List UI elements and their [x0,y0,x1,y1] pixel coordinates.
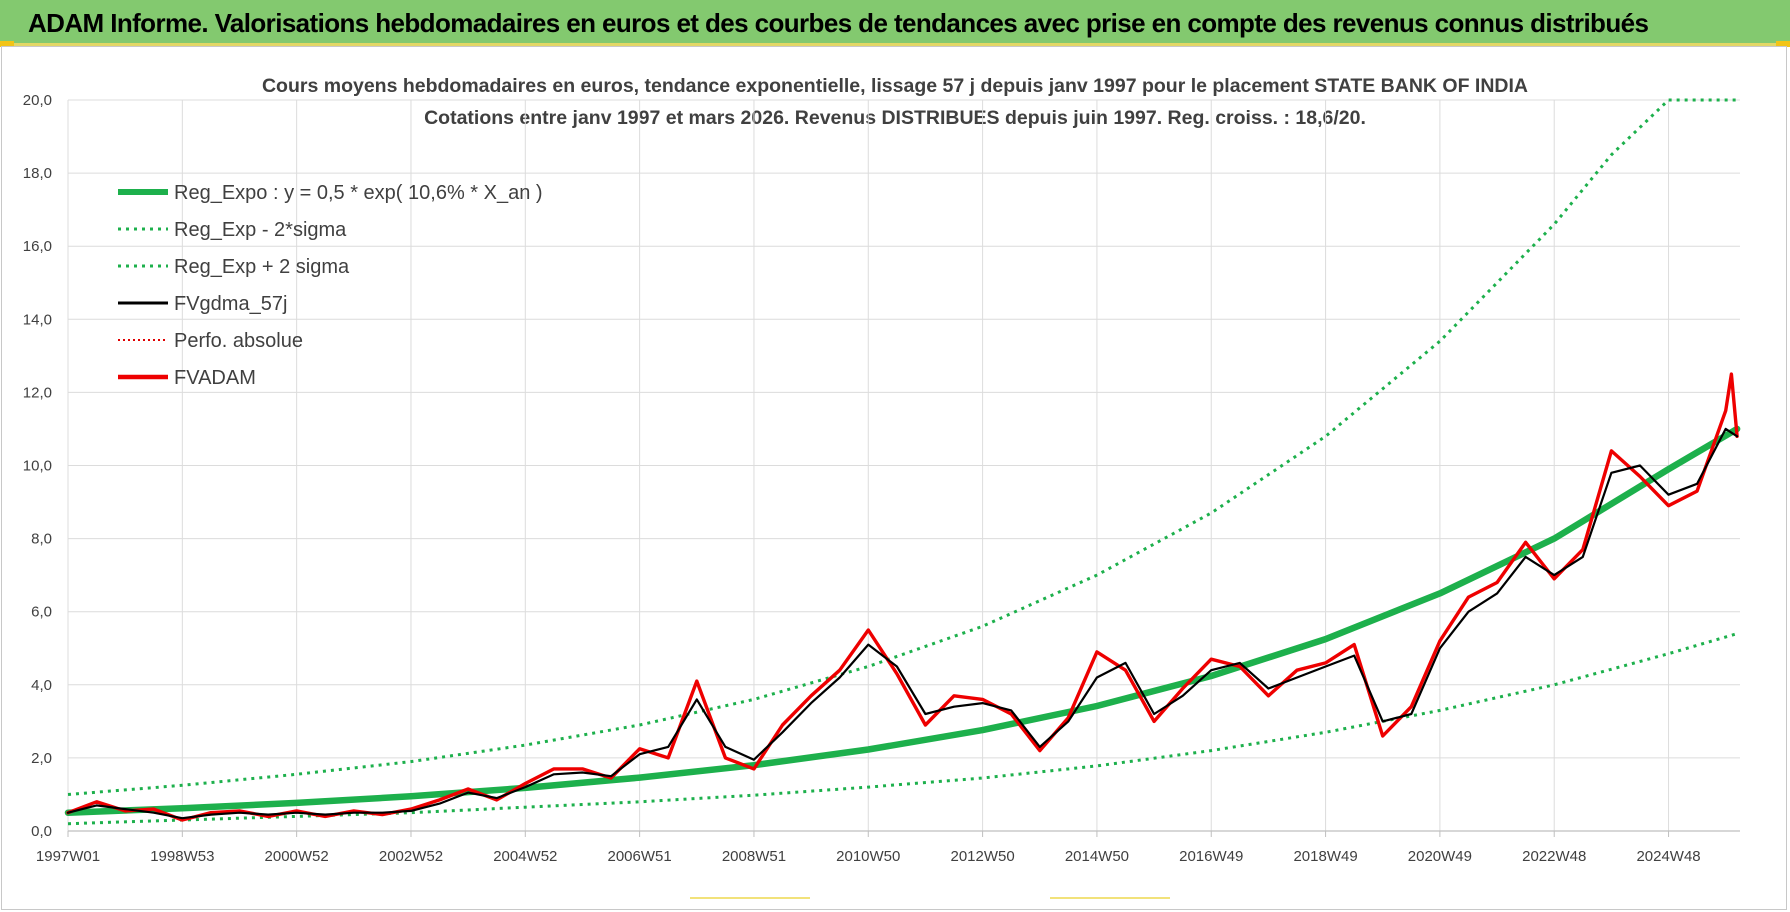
bottom-decoration-right [1050,897,1170,899]
x-tick-label: 2008W51 [722,848,786,865]
bottom-decoration-left [690,897,810,899]
grid [67,99,1740,831]
chart-frame [1,46,1787,910]
y-tick-label: 16,0 [23,238,52,255]
legend-label-fvadam: FVADAM [174,367,256,389]
series-line-reg-exp-2-sigma [67,632,1738,826]
x-tick-label: 2000W52 [265,848,329,865]
x-axis-ticks: 1997W01 1998W53 2000W52 2002W52 2004W52 2006W… [36,831,1701,865]
x-tick-label: 2018W49 [1293,848,1357,865]
corner-mark-left [0,41,14,47]
x-tick-label: 2022W48 [1522,848,1586,865]
series-layer [64,98,1741,826]
y-tick-label: 8,0 [31,531,52,548]
legend-label-fvgdma: FVgdma_57j [174,293,287,315]
x-tick-label: 2024W48 [1636,848,1700,865]
chart-subtitle: Cotations entre janv 1997 et mars 2026. … [424,107,1366,129]
legend-label-reg_expo: Reg_Expo : y = 0,5 * exp( 10,6% * X_an ) [174,182,543,204]
x-tick-label: 2006W51 [608,848,672,865]
series-line-fvadam [66,372,1739,822]
series-line-reg-expo [64,425,1741,816]
chart-title: Cours moyens hebdomadaires en euros, ten… [262,75,1528,97]
legend: Reg_Expo : y = 0,5 * exp( 10,6% * X_an )… [118,182,543,389]
x-tick-label: 2010W50 [836,848,900,865]
x-tick-label: 2014W50 [1065,848,1129,865]
x-tick-label: 2016W49 [1179,848,1243,865]
y-tick-label: 14,0 [23,311,52,328]
x-tick-label: 2002W52 [379,848,443,865]
legend-label-band_low: Reg_Exp - 2*sigma [174,219,347,241]
y-tick-label: 18,0 [23,165,52,182]
y-axis-ticks: 0,0 2,0 4,0 6,0 8,0 10,0 12,0 14,0 16,0 18,0 20,0 [23,92,52,840]
x-tick-label: 2012W50 [950,848,1014,865]
corner-mark-right [1776,41,1790,47]
y-tick-label: 12,0 [23,384,52,401]
x-tick-label: 1997W01 [36,848,100,865]
y-tick-label: 6,0 [31,604,52,621]
x-tick-label: 1998W53 [150,848,214,865]
banner-title: ADAM Informe. Valorisations hebdomadaire… [28,8,1649,38]
y-tick-label: 20,0 [23,92,52,109]
y-tick-label: 10,0 [23,458,52,475]
legend-label-band_high: Reg_Exp + 2 sigma [174,256,350,278]
series-line-reg-exp-2-sigma [67,98,1738,796]
y-tick-label: 2,0 [31,750,52,767]
x-tick-label: 2020W49 [1408,848,1472,865]
y-tick-label: 4,0 [31,677,52,694]
y-tick-label: 0,0 [31,823,52,840]
banner: ADAM Informe. Valorisations hebdomadaire… [0,0,1790,46]
legend-label-perfo: Perfo. absolue [174,330,303,352]
series-line-fvgdma-57j [66,427,1739,820]
x-tick-label: 2004W52 [493,848,557,865]
